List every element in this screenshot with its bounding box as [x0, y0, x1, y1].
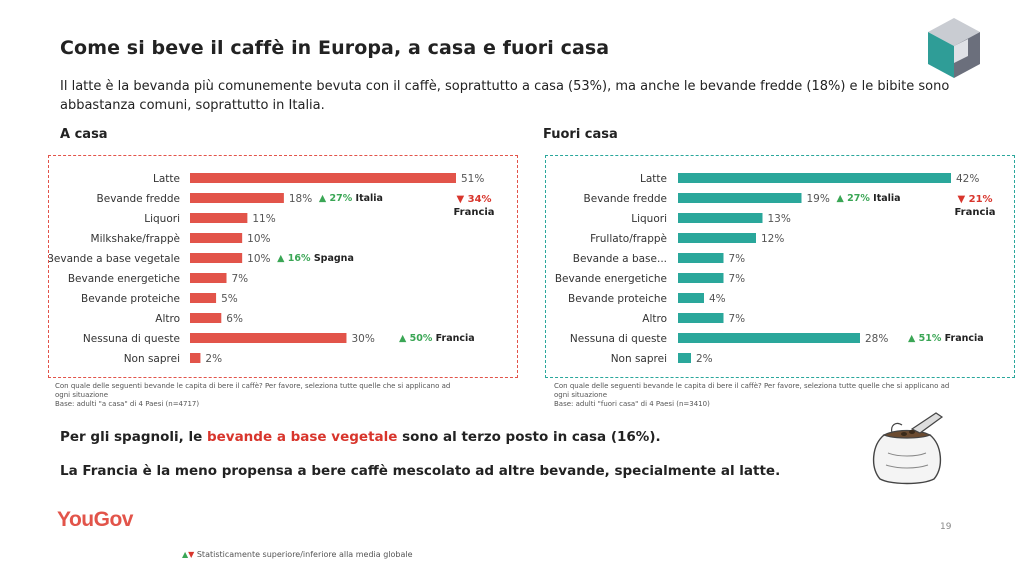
out-bar [678, 273, 724, 283]
home-category-label: Latte [153, 173, 180, 185]
home-value-label: 51% [461, 173, 484, 185]
out-value-label: 7% [729, 253, 746, 265]
out-bar [678, 173, 951, 183]
out-value-label: 7% [729, 313, 746, 325]
significance-legend: ▲▼ Statisticamente superiore/inferiore a… [182, 550, 413, 559]
home-value-label: 6% [226, 313, 243, 325]
home-value-label: 10% [247, 253, 270, 265]
page-number: 19 [940, 522, 952, 532]
out-bar [678, 313, 724, 323]
out-category-label: Frullato/frappè [590, 233, 667, 245]
home-category-label: Non saprei [124, 353, 180, 365]
takeaway-spain-pre: Per gli spagnoli, le [60, 429, 207, 445]
out-bar [678, 213, 763, 223]
home-bar [190, 293, 217, 303]
home-bar [190, 333, 347, 343]
out-category-label: Latte [640, 173, 667, 185]
home-question-text: Con quale delle seguenti bevande le capi… [55, 382, 451, 399]
out-category-label: Bevande proteiche [568, 293, 667, 305]
out-side-annotation-country: Francia [954, 207, 995, 218]
out-value-label: 12% [761, 233, 784, 245]
out-bar [678, 193, 802, 203]
home-significance-annotation: ▲ 27% Italia [319, 193, 383, 204]
home-category-label: Milkshake/frappè [91, 233, 180, 245]
takeaway-spain: Per gli spagnoli, le bevande a base vege… [60, 429, 661, 445]
out-base-text: Base: adulti "fuori casa" di 4 Paesi (n=… [554, 400, 710, 408]
page-title: Come si beve il caffè in Europa, a casa … [60, 37, 610, 59]
home-chart-title: A casa [60, 127, 108, 142]
out-category-label: Bevande energetiche [555, 273, 667, 285]
significance-text: Statisticamente superiore/inferiore alla… [194, 550, 413, 559]
out-value-label: 4% [709, 293, 726, 305]
out-question-text: Con quale delle seguenti bevande le capi… [554, 382, 950, 399]
out-value-label: 42% [956, 173, 979, 185]
home-significance-annotation: ▲ 50% Francia [399, 333, 475, 344]
home-category-label: Bevande proteiche [81, 293, 180, 305]
takeaway-spain-post: sono al terzo posto in casa (16%). [397, 429, 661, 445]
cube-logo-icon [928, 18, 980, 78]
out-value-label: 2% [696, 353, 713, 365]
home-side-annotation-value: ▼ 34% [456, 194, 491, 205]
home-value-label: 5% [221, 293, 238, 305]
significance-symbols: ▲▼ [182, 550, 195, 559]
out-category-label: Liquori [631, 213, 667, 225]
home-bar [190, 233, 243, 243]
home-bar [190, 253, 243, 263]
home-bar [190, 353, 201, 363]
out-category-label: Non saprei [611, 353, 667, 365]
home-value-label: 7% [232, 273, 249, 285]
out-side-annotation-value: ▼ 21% [957, 194, 992, 205]
out-bar [678, 233, 756, 243]
home-base-text: Base: adulti "a casa" di 4 Paesi (n=4717… [55, 400, 200, 408]
out-category-label: Bevande fredde [584, 193, 667, 205]
coffee-sack-icon [873, 412, 944, 485]
page-subtitle: Il latte è la bevanda più comunemente be… [60, 79, 950, 113]
out-bar [678, 353, 691, 363]
home-bar [190, 213, 248, 223]
yougov-logo: YouGov [57, 508, 133, 531]
out-value-label: 7% [729, 273, 746, 285]
out-significance-annotation: ▲ 27% Italia [837, 193, 901, 204]
takeaway-france: La Francia è la meno propensa a bere caf… [60, 463, 781, 479]
home-bar [190, 273, 227, 283]
home-bar [190, 173, 456, 183]
home-category-label: Bevande fredde [97, 193, 180, 205]
out-bar [678, 333, 860, 343]
home-bar [190, 193, 284, 203]
home-category-label: Altro [155, 313, 180, 325]
out-value-label: 13% [768, 213, 791, 225]
home-chart-panel: Latte 51% Bevande fredde 18% ▲ 27% Italia Liq… [48, 155, 518, 378]
takeaway-spain-highlight: bevande a base vegetale [206, 429, 398, 445]
out-bar [678, 253, 724, 263]
out-category-label: Bevande a base... [573, 253, 667, 265]
home-value-label: 2% [205, 353, 222, 365]
home-bar [190, 313, 222, 323]
home-value-label: 30% [351, 333, 374, 345]
home-bar-chart: Latte 51% Bevande fredde 18% ▲ 27% Italia Liq… [49, 173, 495, 365]
out-chart-title: Fuori casa [543, 127, 618, 142]
home-question-note: Con quale delle seguenti bevande le capi… [55, 382, 465, 409]
out-category-label: Altro [642, 313, 667, 325]
out-chart-panel: Latte 42% Bevande fredde 19% ▲ 27% Italia Liq… [545, 155, 1015, 378]
home-side-annotation-country: Francia [453, 207, 494, 218]
out-value-label: 28% [865, 333, 888, 345]
out-bar [678, 293, 704, 303]
home-value-label: 10% [247, 233, 270, 245]
out-bar-chart: Latte 42% Bevande fredde 19% ▲ 27% Italia Liq… [555, 173, 996, 365]
home-category-label: Nessuna di queste [83, 333, 180, 345]
home-category-label: Liquori [144, 213, 180, 225]
home-category-label: Bevande energetiche [68, 273, 180, 285]
out-category-label: Nessuna di queste [570, 333, 667, 345]
home-category-label: Bevande a base vegetale [49, 253, 180, 265]
out-value-label: 19% [807, 193, 830, 205]
out-question-note: Con quale delle seguenti bevande le capi… [554, 382, 964, 409]
home-significance-annotation: ▲ 16% Spagna [277, 253, 354, 264]
home-value-label: 18% [289, 193, 312, 205]
out-significance-annotation: ▲ 51% Francia [908, 333, 984, 344]
home-value-label: 11% [252, 213, 275, 225]
